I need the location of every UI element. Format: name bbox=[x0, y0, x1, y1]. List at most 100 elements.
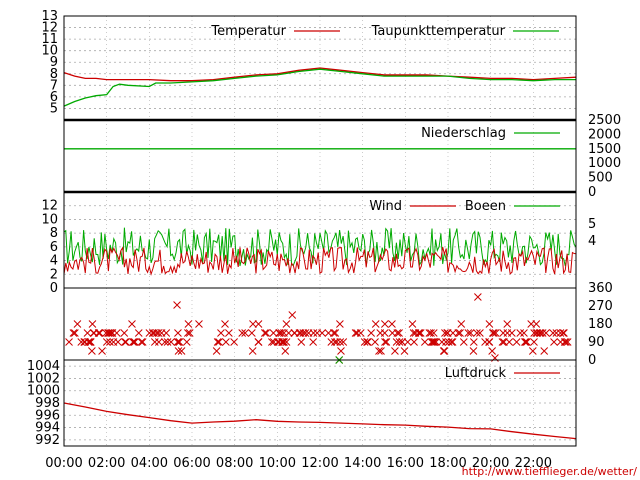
wind-direction-marker bbox=[400, 347, 409, 355]
wind-direction-marker bbox=[448, 338, 457, 346]
wind-direction-marker bbox=[290, 329, 299, 337]
wind-direction-marker bbox=[535, 329, 544, 337]
wind-direction-marker bbox=[430, 338, 439, 346]
y-tick-label: 11 bbox=[41, 32, 58, 47]
wind-direction-marker bbox=[277, 329, 286, 337]
wind-direction-marker bbox=[428, 338, 437, 346]
wind-direction-marker bbox=[457, 320, 466, 328]
wind-direction-marker bbox=[456, 329, 464, 337]
wind-direction-marker bbox=[86, 338, 95, 346]
wind-direction-marker bbox=[550, 338, 558, 346]
wind-direction-marker bbox=[163, 338, 172, 346]
gust-line bbox=[63, 227, 577, 267]
wind-direction-marker bbox=[438, 338, 446, 346]
x-tick-label: 18:00 bbox=[429, 456, 466, 471]
wind-direction-marker bbox=[134, 329, 143, 337]
wind-direction-marker bbox=[432, 338, 440, 346]
wind-direction-marker bbox=[441, 329, 449, 337]
y2-tick-label: 500 bbox=[588, 171, 613, 186]
wind-direction-marker bbox=[137, 338, 146, 346]
wind-direction-marker bbox=[371, 338, 379, 346]
legend-label-niederschlag: Niederschlag bbox=[421, 126, 506, 141]
wind-direction-marker bbox=[403, 338, 412, 346]
wind-direction-marker bbox=[560, 329, 568, 337]
temperature-line bbox=[63, 67, 577, 82]
wind-direction-marker bbox=[249, 320, 257, 328]
wind-direction-marker bbox=[444, 338, 453, 346]
wind-direction-marker bbox=[559, 329, 567, 337]
wind-direction-marker bbox=[556, 329, 565, 337]
wind-direction-marker bbox=[173, 301, 181, 309]
wind-direction-marker bbox=[254, 320, 263, 328]
wind-direction-marker bbox=[174, 347, 183, 355]
wind-direction-marker bbox=[150, 329, 158, 337]
y-tick-label: 1002 bbox=[27, 371, 60, 386]
wind-direction-marker bbox=[392, 338, 401, 346]
wind-direction-marker bbox=[81, 338, 89, 346]
dewpoint-line bbox=[63, 68, 576, 107]
y-tick-label: 10 bbox=[41, 44, 58, 59]
wind-direction-marker bbox=[498, 338, 507, 346]
y2-tick-label: 1000 bbox=[588, 156, 621, 171]
wind-direction-marker bbox=[120, 329, 129, 337]
wind-direction-marker bbox=[528, 347, 537, 355]
wind-direction-marker bbox=[363, 338, 371, 346]
y-tick-label: 6 bbox=[50, 90, 58, 105]
series-layer bbox=[63, 67, 577, 440]
y2-tick-label: 90 bbox=[588, 335, 605, 350]
wind-direction-marker bbox=[215, 338, 223, 346]
wind-direction-marker bbox=[375, 347, 383, 355]
legend-label-wind: Wind bbox=[369, 199, 402, 214]
x-tick-label: 04:00 bbox=[131, 456, 168, 471]
wind-direction-marker bbox=[104, 329, 113, 337]
wind-direction-marker bbox=[474, 293, 482, 301]
x-tick-label: 14:00 bbox=[344, 456, 381, 471]
y-tick-label: 2 bbox=[50, 267, 58, 282]
wind-direction-marker bbox=[336, 320, 344, 328]
frame-layer bbox=[63, 15, 577, 447]
wind-direction-marker bbox=[281, 347, 290, 355]
y-tick-label: 9 bbox=[50, 55, 58, 70]
wind-direction-marker bbox=[331, 329, 340, 337]
wind-direction-marker bbox=[65, 338, 73, 346]
wind-direction-marker bbox=[332, 338, 341, 346]
wind-direction-marker bbox=[540, 347, 549, 355]
y2-tick-label: 2000 bbox=[588, 127, 621, 142]
wind-direction-marker bbox=[371, 320, 380, 328]
wind-direction-marker bbox=[225, 329, 233, 337]
wind-direction-marker bbox=[90, 329, 98, 337]
wind-direction-marker bbox=[73, 320, 82, 328]
wind-direction-marker bbox=[262, 329, 271, 337]
wind-direction-marker bbox=[503, 329, 512, 337]
wind-direction-marker bbox=[88, 320, 97, 328]
wind-direction-marker bbox=[466, 329, 475, 337]
wind-direction-marker bbox=[416, 329, 425, 337]
y-tick-label: 4 bbox=[50, 254, 58, 269]
wind-direction-marker bbox=[336, 338, 345, 346]
wind-direction-marker bbox=[381, 320, 389, 328]
wind-direction-marker bbox=[182, 338, 191, 346]
legend-label-temperatur: Temperatur bbox=[210, 24, 286, 39]
wind-direction-marker bbox=[410, 338, 418, 346]
wind-direction-marker bbox=[367, 329, 376, 337]
credit-link[interactable]: http://www.tiefflieger.de/wetter/ bbox=[462, 465, 638, 478]
y-tick-label: 8 bbox=[50, 67, 58, 82]
wind-direction-marker bbox=[212, 347, 221, 355]
wind-direction-marker bbox=[469, 338, 478, 346]
legend-label-taupunkt: Taupunkttemperatur bbox=[371, 24, 506, 39]
x-tick-label: 16:00 bbox=[387, 456, 424, 471]
wind-direction-marker bbox=[549, 329, 557, 337]
wind-direction-marker bbox=[70, 329, 79, 337]
pressure-line bbox=[63, 402, 577, 440]
wind-direction-marker bbox=[490, 329, 498, 337]
wind-direction-marker bbox=[313, 329, 322, 337]
wind-direction-marker bbox=[69, 329, 78, 337]
wind-direction-marker bbox=[282, 338, 291, 346]
wind-direction-marker bbox=[248, 347, 257, 355]
x-tick-label: 20:00 bbox=[472, 456, 509, 471]
wind-direction-marker bbox=[154, 338, 163, 346]
wind-direction-marker bbox=[83, 329, 92, 337]
wind-direction-marker bbox=[473, 329, 481, 337]
wind-direction-marker bbox=[454, 329, 463, 337]
